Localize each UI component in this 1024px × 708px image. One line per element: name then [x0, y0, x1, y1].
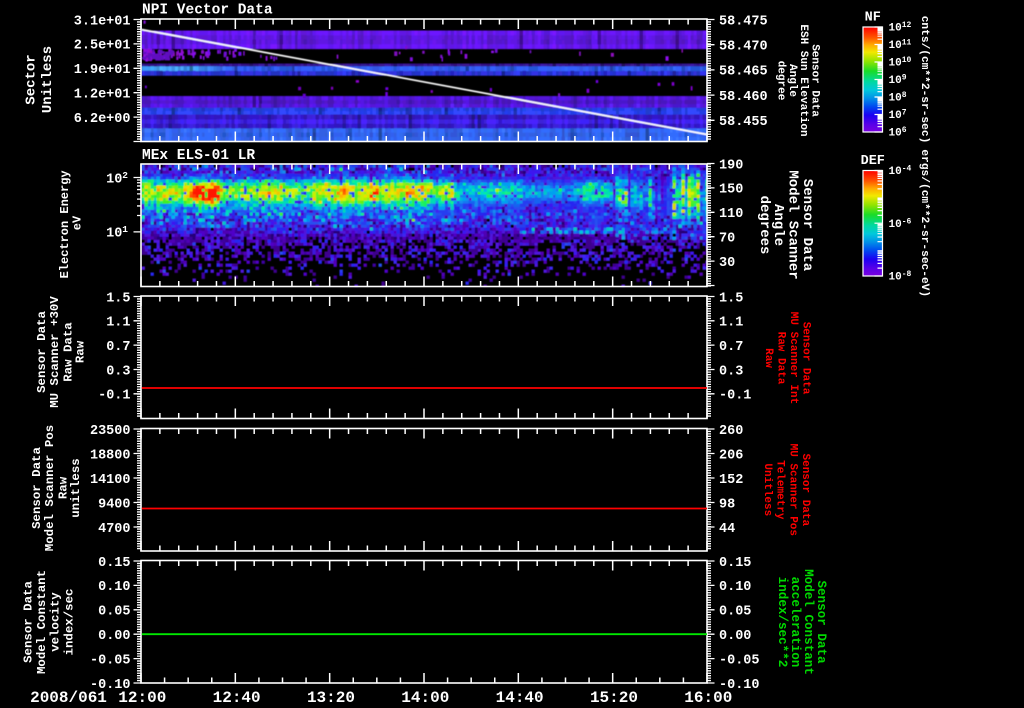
svg-text:Model Scanner: Model Scanner	[785, 170, 801, 279]
svg-text:190: 190	[719, 158, 743, 173]
svg-text:0.15: 0.15	[719, 556, 751, 571]
svg-text:14:00: 14:00	[401, 689, 449, 707]
svg-text:MU Scanner Pos: MU Scanner Pos	[786, 444, 798, 536]
svg-text:Sensor Data: Sensor Data	[809, 44, 821, 117]
svg-text:13:20: 13:20	[307, 689, 355, 707]
svg-text:0.00: 0.00	[98, 629, 130, 644]
svg-text:1.5: 1.5	[106, 291, 130, 306]
svg-text:2.5e+01: 2.5e+01	[74, 39, 131, 54]
svg-text:Model Constant: Model Constant	[801, 569, 815, 675]
svg-text:110: 110	[719, 207, 743, 222]
svg-text:18800: 18800	[90, 448, 131, 463]
svg-text:0.05: 0.05	[98, 605, 130, 620]
svg-text:eV: eV	[71, 215, 85, 230]
svg-text:23500: 23500	[90, 424, 131, 439]
svg-text:-0.10: -0.10	[719, 678, 760, 693]
svg-text:3.1e+01: 3.1e+01	[74, 14, 131, 29]
svg-text:ESH Sun Elevation: ESH Sun Elevation	[797, 24, 809, 136]
svg-text:Model Constant: Model Constant	[35, 570, 49, 674]
svg-text:14:40: 14:40	[496, 689, 544, 707]
svg-text:0.7: 0.7	[106, 340, 130, 355]
svg-text:NPI Vector Data: NPI Vector Data	[142, 3, 273, 19]
svg-text:Telemetry: Telemetry	[774, 460, 786, 520]
svg-text:4700: 4700	[98, 522, 130, 537]
svg-text:degree: degree	[775, 61, 787, 101]
svg-text:30: 30	[719, 256, 735, 271]
svg-text:0.3: 0.3	[106, 364, 130, 379]
svg-text:0.00: 0.00	[719, 629, 751, 644]
svg-text:Sensor Data: Sensor Data	[30, 447, 44, 529]
svg-text:Sensor Data: Sensor Data	[799, 453, 811, 526]
svg-text:Angle: Angle	[770, 204, 786, 246]
svg-text:2008/061: 2008/061	[30, 689, 107, 707]
svg-text:44: 44	[719, 522, 735, 537]
svg-text:-0.05: -0.05	[90, 653, 131, 668]
svg-text:12:00: 12:00	[118, 689, 166, 707]
svg-text:15:20: 15:20	[590, 689, 638, 707]
svg-text:Raw: Raw	[762, 348, 774, 368]
svg-text:Sensor Data: Sensor Data	[22, 581, 36, 663]
svg-text:acceleration: acceleration	[788, 577, 802, 668]
svg-text:NF: NF	[865, 11, 881, 26]
svg-text:6.2e+00: 6.2e+00	[74, 112, 131, 127]
svg-text:1.2e+01: 1.2e+01	[74, 88, 131, 103]
svg-text:ergs/(cm**2-sr-sec-eV): ergs/(cm**2-sr-sec-eV)	[918, 149, 930, 297]
svg-text:0.05: 0.05	[719, 605, 751, 620]
svg-text:98: 98	[719, 497, 735, 512]
svg-text:-0.1: -0.1	[719, 389, 751, 404]
svg-text:-0.10: -0.10	[90, 678, 131, 693]
svg-text:Raw Data: Raw Data	[62, 322, 76, 382]
svg-text:58.470: 58.470	[719, 40, 768, 55]
svg-text:Sector: Sector	[23, 54, 39, 104]
svg-text:Sensor Data: Sensor Data	[814, 580, 828, 664]
svg-text:Unitless: Unitless	[40, 46, 56, 113]
svg-text:206: 206	[719, 448, 743, 463]
svg-text:14100: 14100	[90, 473, 131, 488]
svg-text:MU Scanner Int: MU Scanner Int	[787, 312, 799, 404]
svg-text:58.475: 58.475	[719, 14, 768, 29]
svg-text:150: 150	[719, 183, 743, 198]
svg-text:Angle: Angle	[786, 64, 798, 97]
svg-text:58.455: 58.455	[719, 115, 768, 130]
svg-text:Raw: Raw	[57, 476, 71, 499]
svg-text:260: 260	[719, 424, 743, 439]
svg-text:unitless: unitless	[69, 458, 83, 518]
svg-text:58.465: 58.465	[719, 65, 768, 80]
svg-text:MU Scanner +30V: MU Scanner +30V	[48, 296, 62, 408]
svg-text:index/sec: index/sec	[63, 589, 77, 656]
svg-text:1.1: 1.1	[106, 316, 130, 331]
svg-text:16:00: 16:00	[684, 689, 732, 707]
svg-text:Sensor Data: Sensor Data	[800, 322, 812, 395]
svg-text:0.15: 0.15	[98, 556, 130, 571]
svg-text:12:40: 12:40	[213, 689, 261, 707]
svg-text:MEx ELS-01 LR: MEx ELS-01 LR	[142, 148, 255, 164]
svg-text:Raw Data: Raw Data	[775, 332, 787, 385]
svg-text:index/sec**2: index/sec**2	[775, 577, 789, 668]
svg-text:Raw: Raw	[74, 340, 88, 363]
svg-text:-0.1: -0.1	[98, 389, 130, 404]
svg-text:velocity: velocity	[49, 592, 63, 652]
svg-text:Sensor Data: Sensor Data	[35, 311, 49, 393]
svg-text:1.5: 1.5	[719, 291, 743, 306]
svg-text:0.10: 0.10	[98, 580, 130, 595]
svg-text:cnts/(cm**2-sr-sec): cnts/(cm**2-sr-sec)	[918, 16, 930, 144]
svg-text:1.9e+01: 1.9e+01	[74, 63, 131, 78]
svg-text:Model Scanner Pos: Model Scanner Pos	[43, 425, 57, 551]
svg-text:-0.05: -0.05	[719, 653, 760, 668]
svg-text:9400: 9400	[98, 497, 130, 512]
svg-text:1.1: 1.1	[719, 316, 743, 331]
svg-text:0.7: 0.7	[719, 340, 743, 355]
svg-text:degrees: degrees	[756, 196, 772, 255]
svg-text:0.10: 0.10	[719, 580, 751, 595]
svg-text:152: 152	[719, 473, 743, 488]
svg-text:DEF: DEF	[861, 154, 885, 169]
svg-text:Sensor Data: Sensor Data	[799, 179, 815, 272]
svg-text:Electron Energy: Electron Energy	[58, 170, 72, 278]
svg-text:70: 70	[719, 232, 735, 247]
svg-text:Unitless: Unitless	[761, 463, 773, 516]
svg-text:58.460: 58.460	[719, 90, 768, 105]
svg-text:0.3: 0.3	[719, 364, 743, 379]
